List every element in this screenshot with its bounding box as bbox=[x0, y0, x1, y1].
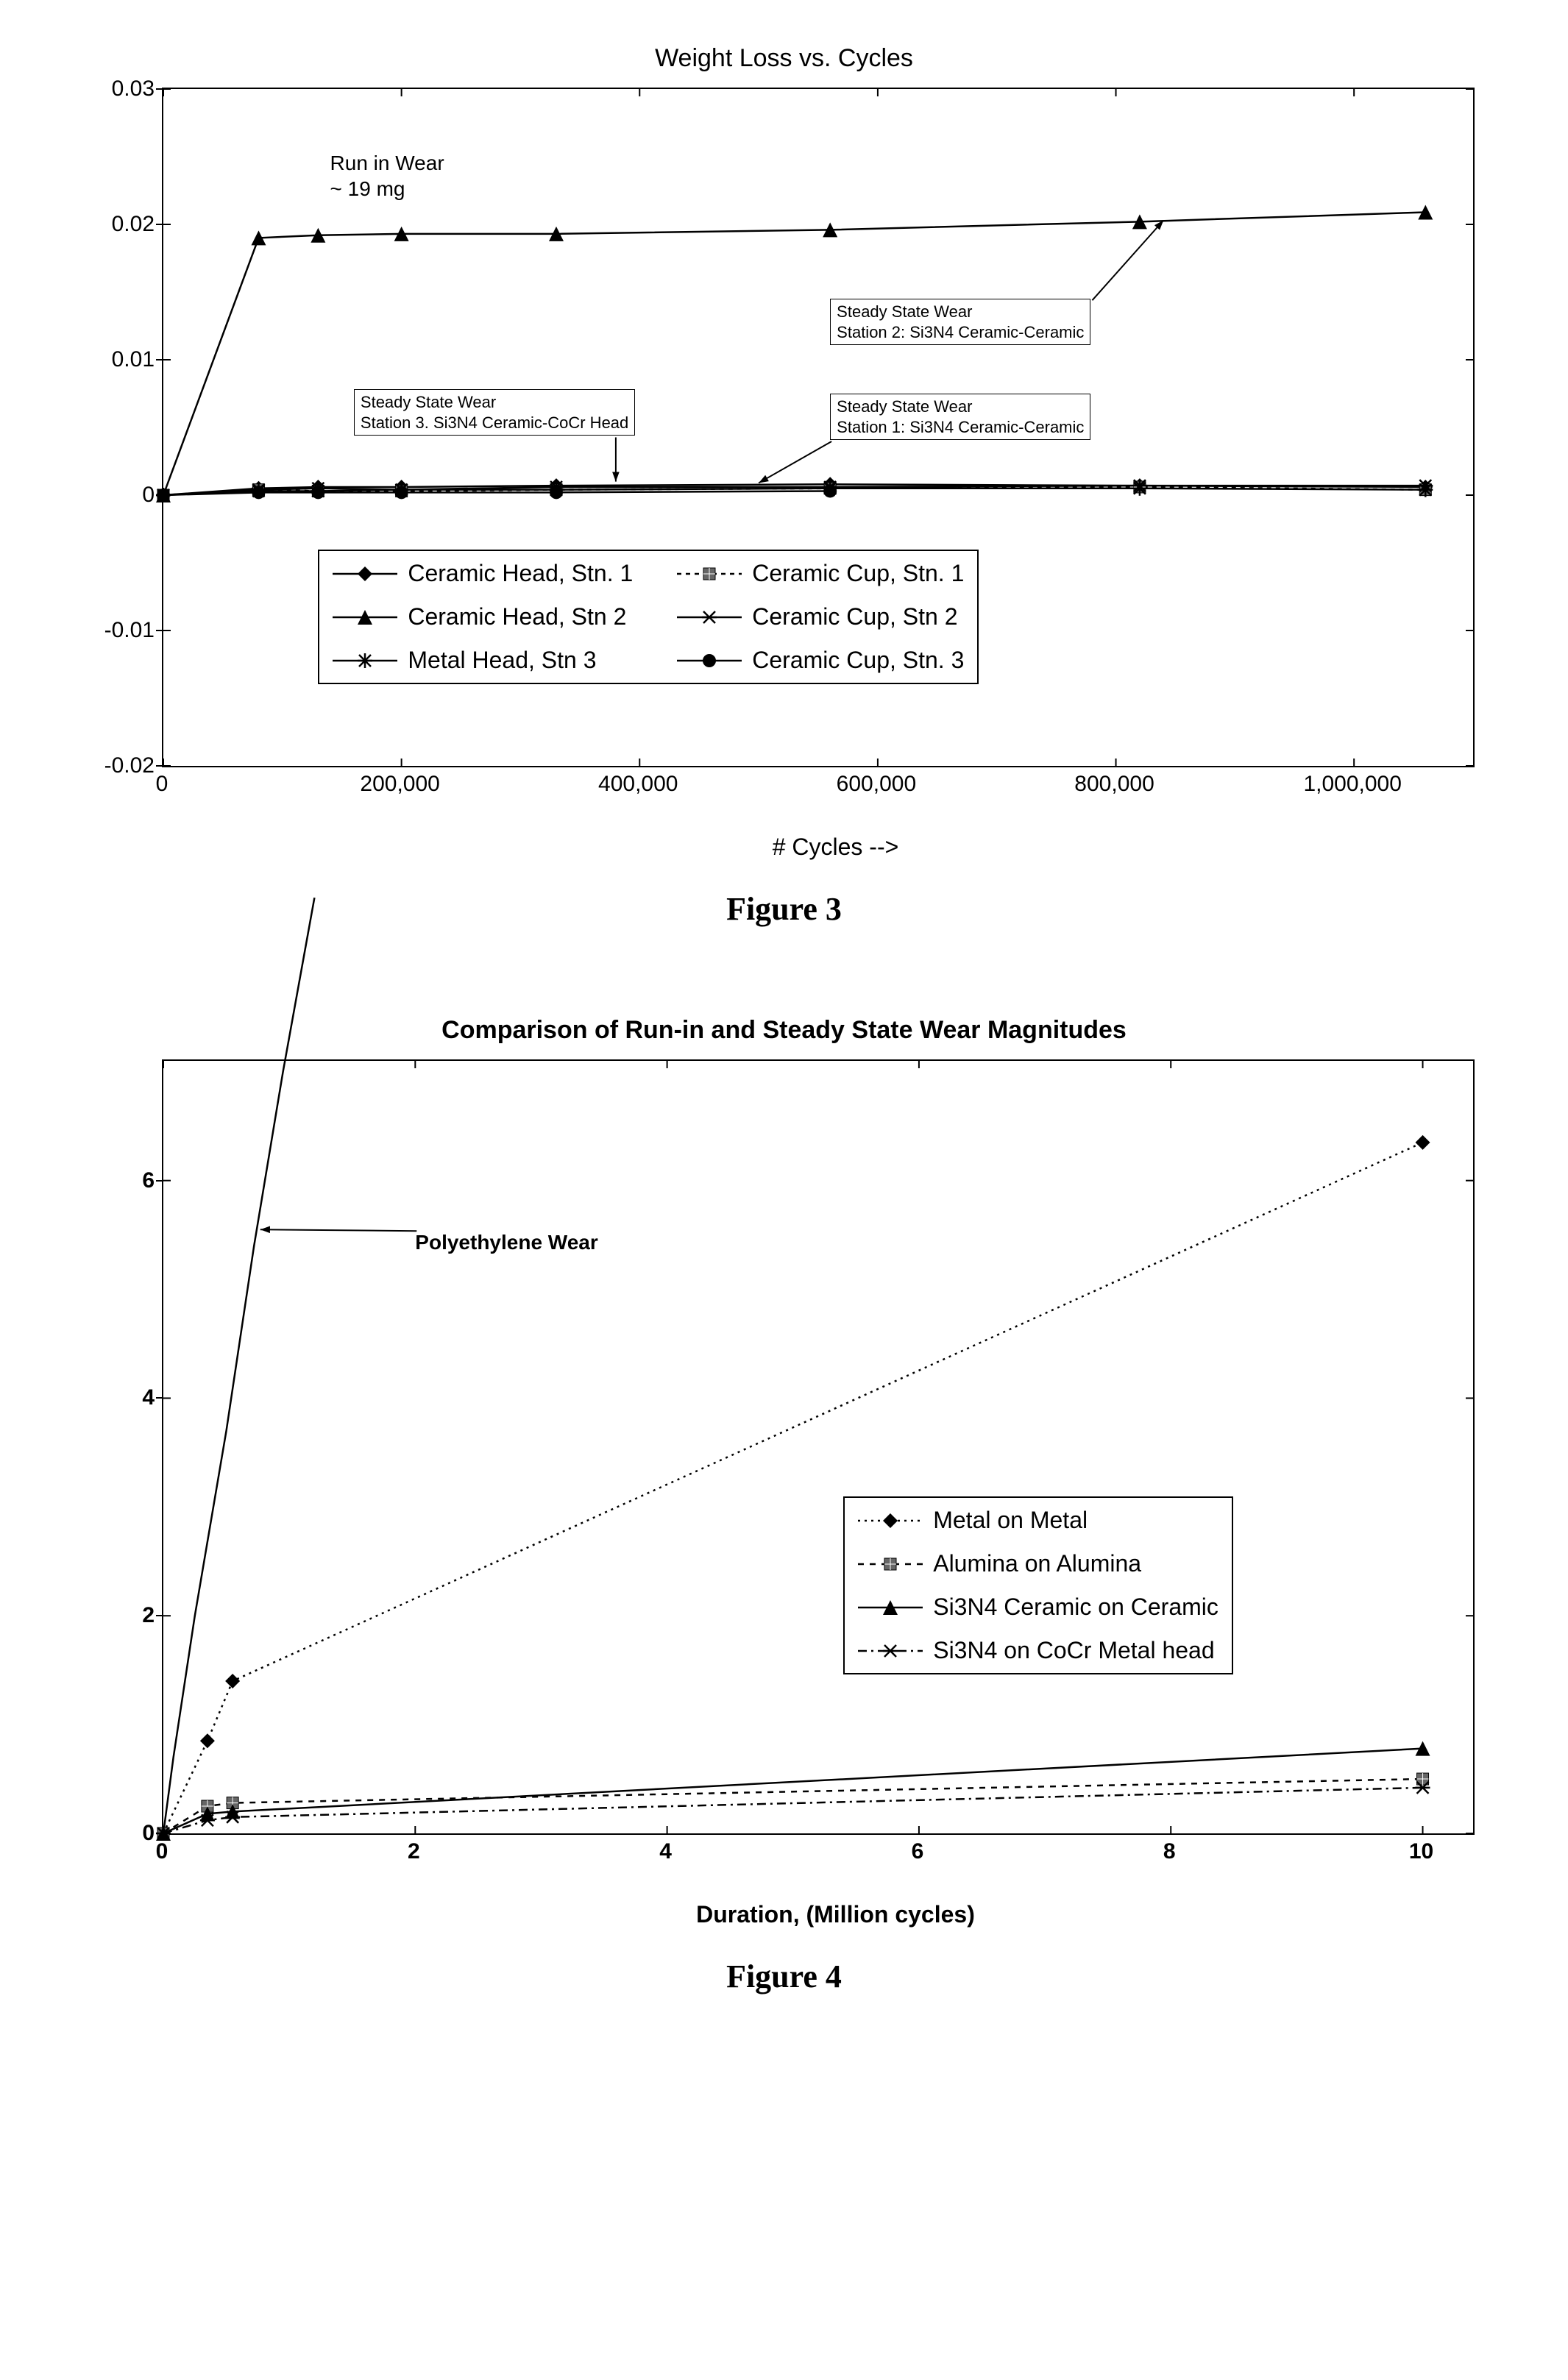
fig4-title: Comparison of Run-in and Steady State We… bbox=[59, 1016, 1509, 1045]
fig4-xlabel: Duration, (Million cycles) bbox=[162, 1901, 1509, 1928]
fig4-plot-area: 0246Polyethylene Wear Metal on Metal Alu… bbox=[162, 1059, 1475, 1835]
fig4-xticks: 0246810 bbox=[162, 1835, 1472, 1864]
annotation: Polyethylene Wear bbox=[415, 1229, 597, 1255]
annotation: Run in Wear~ 19 mg bbox=[330, 150, 444, 202]
fig3-xlabel: # Cycles --> bbox=[162, 834, 1509, 861]
annotation: Steady State WearStation 3. Si3N4 Cerami… bbox=[354, 389, 635, 436]
figure-4: Comparison of Run-in and Steady State We… bbox=[59, 1016, 1509, 1995]
fig4-chart-wrap: Volumetric Wear, (mm³ ) 0246Polyethylene… bbox=[162, 1059, 1509, 1928]
fig4-series-svg bbox=[163, 1061, 1473, 1833]
fig4-caption: Figure 4 bbox=[59, 1958, 1509, 1995]
fig3-xticks: 0200,000400,000600,000800,0001,000,000 bbox=[162, 767, 1472, 797]
annotation: Steady State WearStation 2: Si3N4 Cerami… bbox=[830, 299, 1090, 345]
fig3-plot-area: -0.02-0.0100.010.020.03Run in Wear~ 19 m… bbox=[162, 88, 1475, 767]
fig3-caption: Figure 3 bbox=[59, 890, 1509, 928]
fig3-chart-wrap: Weight loss, grams -0.02-0.0100.010.020.… bbox=[162, 88, 1509, 861]
figure-3: Weight Loss vs. Cycles Weight loss, gram… bbox=[59, 44, 1509, 928]
fig3-title: Weight Loss vs. Cycles bbox=[59, 44, 1509, 73]
annotation: Steady State WearStation 1: Si3N4 Cerami… bbox=[830, 394, 1090, 440]
